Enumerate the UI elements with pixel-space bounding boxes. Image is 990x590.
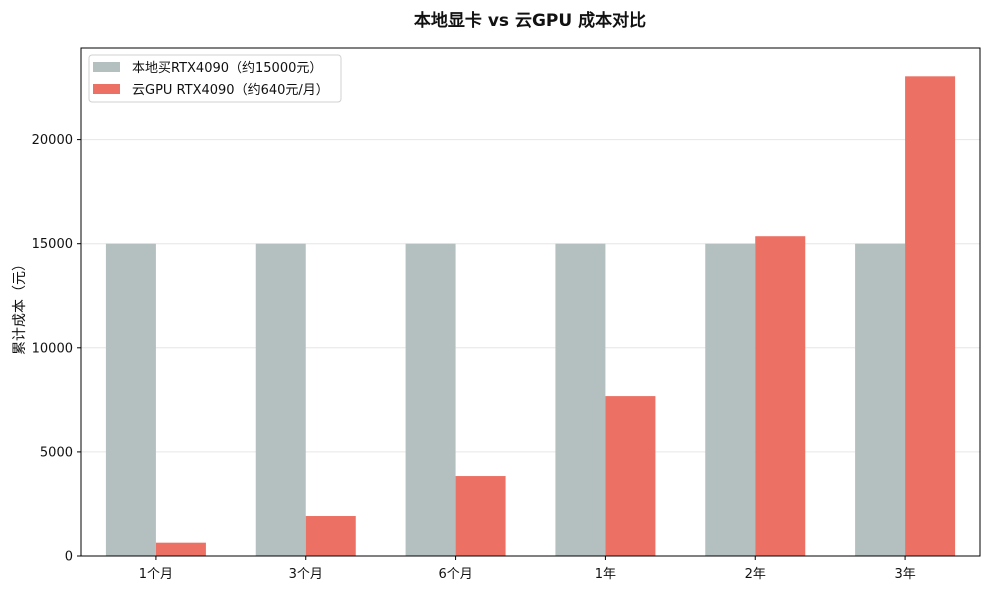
bar-local — [405, 243, 456, 556]
y-tick-label: 5000 — [40, 445, 73, 460]
bar-local — [855, 243, 906, 556]
plot-frame — [80, 47, 981, 557]
bar-cloud — [305, 516, 356, 556]
x-tick-label: 3年 — [894, 567, 915, 582]
legend-label-cloud: 云GPU RTX4090（约640元/月） — [132, 83, 329, 98]
y-tick-label: 0 — [65, 550, 73, 565]
bar-cloud — [155, 542, 206, 556]
bars — [105, 76, 956, 556]
chart-title: 本地显卡 vs 云GPU 成本对比 — [414, 10, 646, 31]
axes: 0 5000 10000 15000 20000 1个月 3个月 6个月 1年 2年 3年 — [32, 133, 916, 582]
bar-cloud — [755, 236, 806, 556]
x-tick-label: 6个月 — [438, 567, 472, 582]
bar-local — [255, 243, 306, 556]
legend-swatch-local — [93, 62, 120, 72]
x-tick-label: 1年 — [595, 567, 616, 582]
bar-cloud — [605, 396, 656, 556]
x-tick-label: 1个月 — [139, 567, 173, 582]
y-axis-label: 累计成本（元） — [12, 257, 28, 355]
legend-label-local: 本地买RTX4090（约15000元） — [132, 61, 322, 76]
bar-cloud — [455, 476, 506, 556]
legend-box — [88, 54, 342, 103]
y-tick-label: 10000 — [32, 341, 73, 356]
x-tick-label: 2年 — [745, 567, 766, 582]
legend: 本地买RTX4090（约15000元） 云GPU RTX4090（约640元/月… — [88, 54, 342, 103]
bar-local — [555, 243, 606, 556]
grid-lines — [81, 139, 980, 557]
y-tick-label: 20000 — [32, 133, 73, 148]
y-tick-label: 15000 — [32, 237, 73, 252]
legend-swatch-cloud — [93, 84, 120, 94]
bar-local — [105, 243, 156, 556]
x-tick-label: 3个月 — [289, 567, 323, 582]
bar-cloud — [905, 76, 956, 556]
bar-local — [705, 243, 756, 556]
